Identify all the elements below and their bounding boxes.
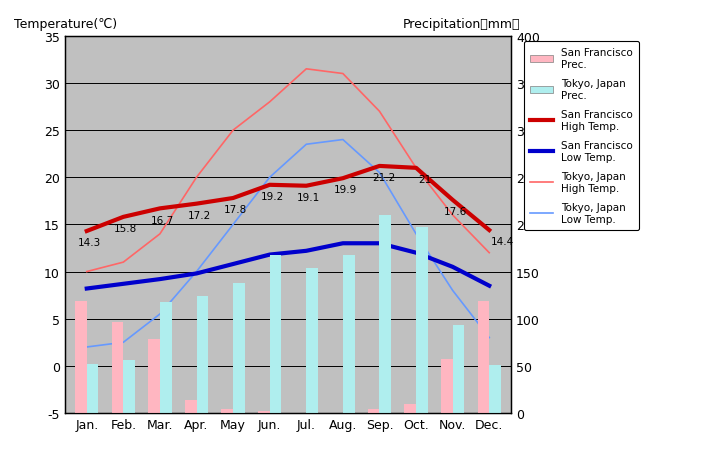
San Francisco
High Temp. bbox=[156, 206, 164, 212]
Tokyo, Japan
Low Temp. bbox=[82, 344, 91, 350]
San Francisco
High Temp. bbox=[302, 184, 310, 189]
Tokyo, Japan
High Temp. bbox=[119, 260, 127, 265]
Tokyo, Japan
Low Temp. bbox=[192, 269, 201, 274]
San Francisco
Low Temp. bbox=[412, 250, 420, 256]
San Francisco
Low Temp. bbox=[338, 241, 347, 246]
Line: Tokyo, Japan
Low Temp.: Tokyo, Japan Low Temp. bbox=[86, 140, 490, 347]
Bar bbox=[379, 215, 391, 413]
Line: Tokyo, Japan
High Temp.: Tokyo, Japan High Temp. bbox=[86, 70, 490, 272]
San Francisco
Low Temp. bbox=[266, 252, 274, 258]
Legend: San Francisco
Prec., Tokyo, Japan
Prec., San Francisco
High Temp., San Francisco: San Francisco Prec., Tokyo, Japan Prec.,… bbox=[523, 42, 639, 230]
Bar bbox=[233, 283, 245, 413]
Bar bbox=[148, 339, 160, 413]
San Francisco
Low Temp. bbox=[156, 277, 164, 282]
Tokyo, Japan
High Temp. bbox=[449, 213, 457, 218]
Tokyo, Japan
High Temp. bbox=[338, 72, 347, 77]
Tokyo, Japan
High Temp. bbox=[485, 250, 494, 256]
Tokyo, Japan
High Temp. bbox=[412, 166, 420, 171]
Text: Precipitation（mm）: Precipitation（mm） bbox=[403, 18, 521, 31]
Bar bbox=[160, 302, 171, 413]
Text: Temperature(℃): Temperature(℃) bbox=[14, 18, 117, 31]
San Francisco
High Temp. bbox=[82, 229, 91, 234]
Tokyo, Japan
Low Temp. bbox=[412, 231, 420, 237]
Bar bbox=[306, 268, 318, 413]
Bar bbox=[416, 228, 428, 413]
Tokyo, Japan
High Temp. bbox=[266, 100, 274, 105]
San Francisco
High Temp. bbox=[338, 176, 347, 182]
Tokyo, Japan
Low Temp. bbox=[119, 340, 127, 345]
Tokyo, Japan
Low Temp. bbox=[449, 288, 457, 294]
Text: 17.8: 17.8 bbox=[224, 205, 247, 215]
Tokyo, Japan
Low Temp. bbox=[338, 137, 347, 143]
Tokyo, Japan
High Temp. bbox=[82, 269, 91, 274]
San Francisco
High Temp. bbox=[485, 228, 494, 233]
Text: 21: 21 bbox=[418, 174, 431, 185]
Bar bbox=[490, 365, 501, 413]
Bar bbox=[222, 409, 233, 413]
Bar bbox=[343, 255, 354, 413]
San Francisco
High Temp. bbox=[449, 198, 457, 203]
Bar bbox=[441, 359, 453, 413]
Tokyo, Japan
Low Temp. bbox=[302, 142, 310, 148]
Bar bbox=[270, 255, 282, 413]
Text: 19.9: 19.9 bbox=[334, 185, 357, 195]
San Francisco
Low Temp. bbox=[449, 264, 457, 270]
Bar bbox=[405, 404, 416, 413]
Tokyo, Japan
Low Temp. bbox=[266, 175, 274, 180]
Bar bbox=[197, 297, 208, 413]
Tokyo, Japan
High Temp. bbox=[302, 67, 310, 73]
San Francisco
High Temp. bbox=[119, 215, 127, 220]
Bar bbox=[185, 400, 197, 413]
Tokyo, Japan
Low Temp. bbox=[485, 335, 494, 341]
San Francisco
Low Temp. bbox=[229, 262, 238, 267]
Text: 16.7: 16.7 bbox=[150, 215, 174, 225]
Bar bbox=[112, 322, 123, 413]
San Francisco
High Temp. bbox=[412, 166, 420, 171]
Bar bbox=[75, 301, 86, 413]
San Francisco
Low Temp. bbox=[119, 281, 127, 287]
Text: 19.2: 19.2 bbox=[261, 191, 284, 202]
San Francisco
High Temp. bbox=[266, 183, 274, 188]
Text: 17.6: 17.6 bbox=[444, 207, 467, 217]
Tokyo, Japan
Low Temp. bbox=[375, 170, 384, 176]
Tokyo, Japan
High Temp. bbox=[156, 231, 164, 237]
Bar bbox=[123, 360, 135, 413]
San Francisco
High Temp. bbox=[375, 164, 384, 169]
Text: 19.1: 19.1 bbox=[297, 192, 320, 202]
San Francisco
High Temp. bbox=[192, 202, 201, 207]
Tokyo, Japan
High Temp. bbox=[192, 175, 201, 180]
Bar bbox=[86, 364, 99, 413]
Tokyo, Japan
High Temp. bbox=[375, 109, 384, 115]
Text: 15.8: 15.8 bbox=[114, 224, 138, 234]
Text: 21.2: 21.2 bbox=[372, 173, 395, 183]
San Francisco
Low Temp. bbox=[82, 286, 91, 291]
Tokyo, Japan
High Temp. bbox=[229, 128, 238, 134]
Text: 17.2: 17.2 bbox=[187, 210, 211, 220]
San Francisco
Low Temp. bbox=[485, 283, 494, 289]
Tokyo, Japan
Low Temp. bbox=[156, 312, 164, 317]
Bar bbox=[477, 301, 490, 413]
San Francisco
Low Temp. bbox=[192, 271, 201, 277]
Text: 14.4: 14.4 bbox=[491, 237, 514, 246]
Bar bbox=[453, 325, 464, 413]
San Francisco
High Temp. bbox=[229, 196, 238, 202]
San Francisco
Low Temp. bbox=[302, 248, 310, 254]
Line: San Francisco
Low Temp.: San Francisco Low Temp. bbox=[86, 244, 490, 289]
Line: San Francisco
High Temp.: San Francisco High Temp. bbox=[86, 167, 490, 231]
Bar bbox=[258, 411, 270, 413]
Bar bbox=[368, 409, 379, 413]
Tokyo, Japan
Low Temp. bbox=[229, 222, 238, 228]
Text: 14.3: 14.3 bbox=[78, 238, 101, 247]
San Francisco
Low Temp. bbox=[375, 241, 384, 246]
